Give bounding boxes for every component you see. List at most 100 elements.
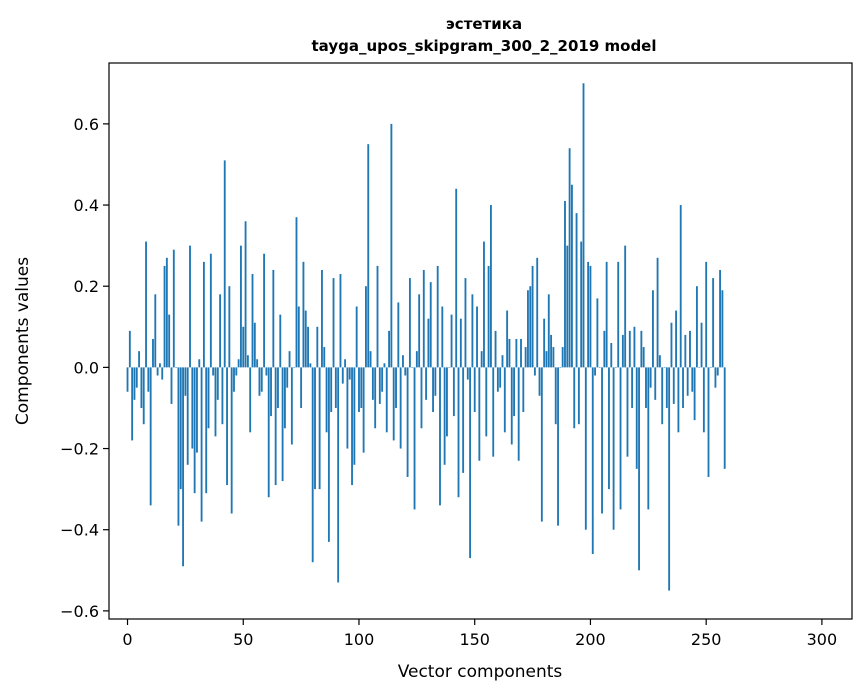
bar: [263, 253, 266, 368]
bar: [165, 257, 168, 368]
bar: [559, 367, 562, 368]
bar: [466, 367, 469, 380]
bar: [376, 265, 379, 368]
bar: [698, 367, 701, 368]
bar: [170, 367, 173, 404]
bar: [344, 359, 347, 368]
bar: [462, 367, 465, 473]
bar: [175, 367, 178, 368]
bar: [691, 367, 694, 392]
bar: [330, 367, 333, 413]
bar: [508, 338, 511, 368]
bar: [258, 367, 261, 396]
bar: [353, 367, 356, 465]
bar: [533, 367, 536, 376]
bar: [709, 367, 712, 368]
bar: [277, 367, 279, 408]
bar: [487, 265, 490, 368]
bar: [207, 367, 210, 429]
bar: [596, 298, 599, 368]
bar: [524, 347, 527, 368]
bar: [434, 367, 437, 396]
bar: [293, 367, 296, 368]
bar: [156, 367, 159, 376]
bar: [684, 334, 687, 368]
bar: [388, 330, 390, 368]
bar: [168, 314, 171, 368]
bar: [452, 367, 455, 417]
bar: [561, 347, 564, 368]
bar: [543, 318, 546, 368]
bar: [522, 367, 525, 413]
bar: [436, 265, 439, 368]
bar: [473, 367, 476, 413]
bar: [272, 269, 275, 368]
y-axis-label: Components values: [13, 257, 33, 425]
bar: [679, 205, 682, 368]
bar: [573, 367, 576, 429]
bar: [260, 367, 263, 392]
bar: [415, 351, 418, 368]
bar: [552, 347, 555, 368]
bar: [432, 367, 434, 413]
bar: [661, 367, 664, 425]
bar: [413, 367, 416, 510]
bar: [209, 253, 212, 368]
bar: [494, 330, 497, 368]
bar: [138, 351, 141, 368]
bar: [133, 367, 136, 400]
bar: [492, 367, 495, 457]
bar: [270, 367, 272, 417]
bar: [580, 241, 583, 368]
bar: [480, 351, 483, 368]
bar: [450, 314, 453, 368]
bar: [242, 326, 245, 368]
bar: [240, 245, 242, 368]
bar: [446, 367, 448, 437]
bar: [332, 278, 335, 368]
bar: [536, 257, 539, 368]
y-tick-label: 0.6: [74, 115, 99, 134]
bar: [316, 326, 319, 368]
bar: [689, 330, 691, 368]
bar: [478, 367, 481, 461]
bar: [290, 367, 293, 445]
bar: [455, 188, 458, 368]
bar: [594, 367, 597, 376]
bar: [191, 367, 194, 449]
bar: [501, 355, 504, 368]
bar: [149, 367, 152, 506]
bar: [457, 367, 460, 498]
bar: [369, 351, 372, 368]
bar: [385, 367, 388, 433]
x-tick-label: 100: [344, 630, 375, 649]
bar: [184, 367, 187, 396]
bar: [566, 245, 569, 368]
bar: [485, 367, 488, 437]
bar: [605, 261, 608, 368]
bar: [571, 184, 573, 368]
bar: [420, 367, 423, 429]
bar: [246, 355, 249, 368]
bar: [378, 367, 381, 404]
bar: [265, 367, 268, 376]
bar: [145, 241, 147, 368]
bar: [506, 310, 509, 368]
bar: [716, 367, 719, 376]
bar: [172, 249, 175, 368]
bar: [295, 217, 298, 368]
bar: [427, 318, 430, 368]
bar: [304, 310, 307, 368]
bar: [608, 367, 610, 490]
bar: [355, 306, 358, 368]
bar: [186, 367, 189, 465]
bar: [235, 367, 238, 376]
bar: [540, 367, 543, 522]
bar: [198, 359, 201, 368]
bar: [334, 367, 337, 408]
bar: [589, 265, 592, 368]
bar: [598, 367, 601, 368]
chart-title-line1: эстетика: [446, 15, 522, 33]
bar: [297, 306, 300, 368]
bar: [337, 367, 340, 583]
